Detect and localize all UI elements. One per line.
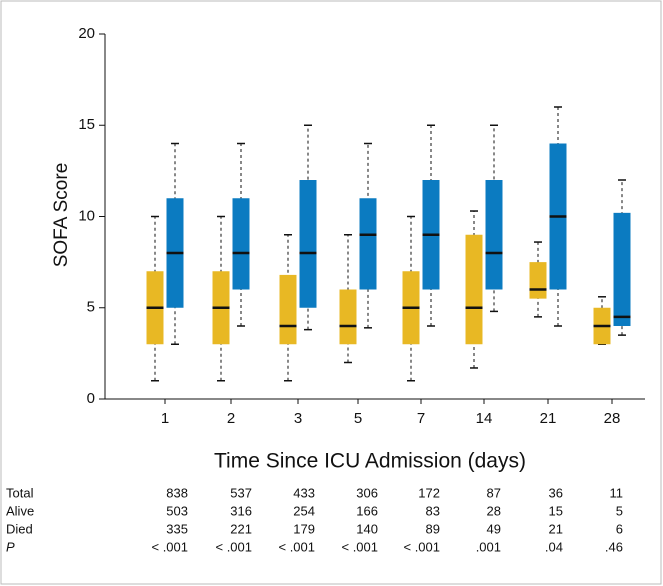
table-cell: 36 <box>549 485 563 500</box>
table-cell: 15 <box>549 503 563 518</box>
y-tick-label: 10 <box>78 207 95 224</box>
x-tick-label: 7 <box>417 410 425 427</box>
table-cell: 316 <box>230 503 252 518</box>
box <box>485 180 503 290</box>
row-label: P <box>6 539 15 554</box>
table-cell: 335 <box>166 521 188 536</box>
table-cell: 166 <box>356 503 378 518</box>
box <box>359 198 377 290</box>
table-cell: < .001 <box>215 539 252 554</box>
x-tick-label: 3 <box>294 410 302 427</box>
table-cell: 11 <box>610 485 624 500</box>
table-cell: 306 <box>356 485 378 500</box>
box <box>613 212 631 326</box>
table-cell: < .001 <box>151 539 188 554</box>
table-cell: 179 <box>293 521 315 536</box>
table-cell: 21 <box>549 521 563 536</box>
table-cell: 140 <box>356 521 378 536</box>
x-tick-label: 21 <box>540 410 557 427</box>
table-cell: 433 <box>293 485 315 500</box>
box <box>232 198 250 290</box>
box <box>529 262 547 299</box>
box <box>465 234 483 345</box>
table-cell: 83 <box>426 503 440 518</box>
box <box>339 289 357 345</box>
x-tick-label: 28 <box>604 410 621 427</box>
table-cell: < .001 <box>278 539 315 554</box>
row-label: Total <box>6 485 34 500</box>
table-cell: 503 <box>166 503 188 518</box>
table-cell: 6 <box>616 521 623 536</box>
x-tick-label: 2 <box>227 410 235 427</box>
table-cell: 87 <box>487 485 501 500</box>
y-tick-label: 0 <box>87 390 95 407</box>
table-cell: 254 <box>293 503 315 518</box>
box <box>279 274 297 345</box>
box <box>299 180 317 308</box>
table-cell: 49 <box>487 521 501 536</box>
table-cell: .04 <box>545 539 563 554</box>
x-tick-label: 14 <box>476 410 493 427</box>
table-cell: < .001 <box>403 539 440 554</box>
table-cell: .001 <box>476 539 501 554</box>
y-tick-label: 20 <box>78 25 95 42</box>
table-cell: 537 <box>230 485 252 500</box>
table-cell: 838 <box>166 485 188 500</box>
table-cell: .46 <box>605 539 623 554</box>
x-tick-label: 5 <box>354 410 362 427</box>
y-axis-title: SOFA Score <box>51 163 72 268</box>
y-tick-label: 15 <box>78 116 95 133</box>
table-cell: 89 <box>426 521 440 536</box>
y-tick-label: 5 <box>87 299 95 316</box>
row-label: Died <box>6 521 33 536</box>
x-axis-title: Time Since ICU Admission (days) <box>214 450 526 473</box>
table-cell: 28 <box>487 503 501 518</box>
row-label: Alive <box>6 503 34 518</box>
table-cell: 5 <box>616 503 623 518</box>
table-cell: 221 <box>230 521 252 536</box>
table-cell: 172 <box>418 485 440 500</box>
table-cell: < .001 <box>341 539 378 554</box>
x-tick-label: 1 <box>161 410 169 427</box>
